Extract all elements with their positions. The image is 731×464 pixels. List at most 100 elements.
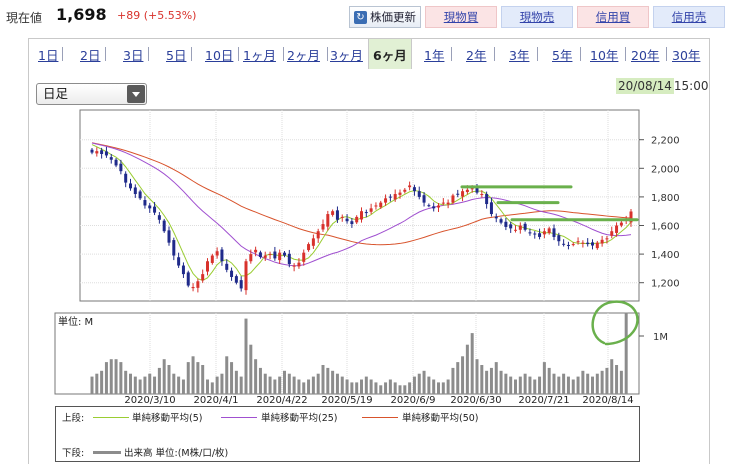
candle-type-select[interactable]: 日足 [36, 83, 147, 105]
chart-legend: 上段: 単純移動平均(5) 単純移動平均(25) 単純移動平均(50) 下段: … [55, 406, 640, 462]
chart-timestamp: 20/08/14 15:00 [616, 78, 709, 94]
margin-buy-button[interactable]: 信用買 [577, 6, 649, 28]
candle-body [307, 244, 311, 251]
candle-body [172, 240, 176, 256]
candle-body [542, 231, 546, 235]
volume-bar [268, 376, 272, 394]
candle-body [350, 221, 354, 225]
candle-body [278, 252, 282, 261]
tab-1y[interactable]: 1年 [424, 48, 445, 63]
tab-30y[interactable]: 30年 [672, 48, 701, 63]
volume-bar [162, 359, 166, 394]
candle-body [124, 173, 128, 183]
volume-bar [557, 376, 561, 394]
volume-bar [566, 376, 570, 394]
volume-bar [499, 370, 503, 394]
candle-body [441, 202, 445, 204]
volume-bar [234, 370, 238, 394]
volume-bar [374, 382, 378, 394]
tab-1d[interactable]: 1日 [38, 48, 59, 63]
volume-bars [90, 312, 628, 394]
chart-grid [54, 109, 644, 395]
tab-20y[interactable]: 20年 [631, 48, 660, 63]
volume-bar [297, 379, 301, 394]
volume-bar [249, 344, 253, 394]
volume-bar [523, 373, 527, 394]
tab-3y[interactable]: 3年 [509, 48, 530, 63]
tab-separator [537, 47, 538, 61]
price-plot-area [79, 109, 640, 302]
candle-body [605, 238, 609, 240]
volume-bar [95, 373, 99, 394]
candle-body [326, 214, 330, 227]
tab-2y[interactable]: 2年 [466, 48, 487, 63]
candle-body [393, 194, 397, 200]
price-tick-label: 1,200 [651, 279, 680, 290]
date-tick-label: 2020/7/21 [518, 395, 569, 406]
volume-bar [263, 373, 267, 394]
candle-body [230, 270, 234, 277]
cash-sell-button[interactable]: 現物売 [501, 6, 573, 28]
tab-10y[interactable]: 10年 [590, 48, 619, 63]
legend-upper-label: 上段: [62, 413, 85, 424]
tab-6m[interactable]: 6ヶ月 [368, 39, 412, 69]
candle-body [374, 205, 378, 207]
candle-body [384, 198, 388, 203]
volume-bar [220, 373, 224, 394]
candle-body [586, 242, 590, 245]
candle-body [629, 211, 633, 223]
tab-2d[interactable]: 2日 [80, 48, 101, 63]
legend-ma5: 単純移動平均(5) [132, 413, 203, 424]
legend-ma50-swatch [362, 417, 398, 418]
volume-bar [591, 376, 594, 394]
tab-3m[interactable]: 3ヶ月 [330, 48, 363, 63]
candle-body [379, 202, 383, 208]
volume-bar [258, 367, 262, 394]
volume-bar [504, 373, 508, 394]
candle-body [162, 220, 166, 232]
candle-body [234, 276, 238, 283]
volume-bar [489, 367, 493, 394]
candle-body [119, 163, 123, 172]
candle-body [129, 183, 132, 189]
tab-5y[interactable]: 5年 [552, 48, 573, 63]
candle-body [403, 189, 407, 192]
candle-body [302, 252, 306, 262]
refresh-price-label: 株価更新 [370, 10, 416, 24]
tab-separator [666, 47, 667, 61]
volume-bar [201, 365, 205, 394]
candle-body [167, 230, 171, 243]
price-tick-label: 1,400 [651, 250, 680, 261]
candle-body [225, 263, 229, 270]
cash-buy-button[interactable]: 現物買 [425, 6, 497, 28]
tab-10d[interactable]: 10日 [205, 48, 234, 63]
timestamp-date: 20/08/14 [616, 78, 674, 94]
refresh-price-button[interactable]: ↻ 株価更新 [349, 6, 421, 28]
candle-body [335, 210, 339, 220]
tab-3d[interactable]: 3日 [123, 48, 144, 63]
candle-body [157, 215, 161, 220]
candle-body [485, 194, 489, 205]
candle-body [408, 185, 412, 188]
volume-bar [215, 376, 219, 394]
candle-body [316, 231, 320, 239]
volume-bar [230, 362, 234, 394]
tab-1m[interactable]: 1ヶ月 [243, 48, 276, 63]
volume-bar [292, 376, 296, 394]
candle-body [364, 212, 368, 214]
candle-body [619, 222, 623, 226]
volume-bar [403, 385, 407, 394]
candle-body [427, 205, 431, 207]
candle-body [287, 253, 291, 265]
volume-bar [547, 367, 551, 394]
volume-bar [287, 373, 291, 394]
tab-2m[interactable]: 2ヶ月 [287, 48, 320, 63]
margin-sell-button[interactable]: 信用売 [653, 6, 725, 28]
volume-bar [172, 373, 176, 394]
candle-body [489, 202, 493, 215]
tab-5d[interactable]: 5日 [166, 48, 187, 63]
volume-bar [475, 359, 479, 394]
volume-bar [340, 376, 344, 394]
chevron-down-icon[interactable] [127, 85, 145, 103]
